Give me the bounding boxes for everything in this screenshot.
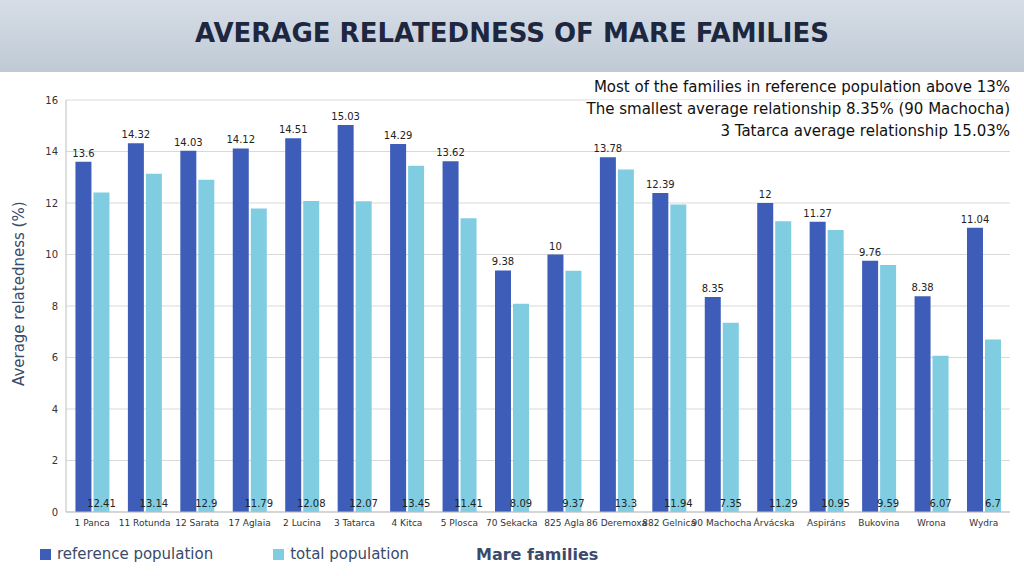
svg-text:6.07: 6.07	[929, 498, 951, 509]
svg-text:4: 4	[52, 404, 58, 415]
svg-text:8.38: 8.38	[911, 282, 933, 293]
svg-text:2 Lucina: 2 Lucina	[283, 518, 321, 528]
svg-text:10: 10	[45, 249, 58, 260]
svg-text:14.12: 14.12	[226, 134, 255, 145]
svg-text:11.94: 11.94	[664, 498, 693, 509]
svg-text:Wydra: Wydra	[969, 518, 998, 528]
svg-text:Árvácska: Árvácska	[754, 517, 795, 528]
svg-text:12.08: 12.08	[297, 498, 326, 509]
svg-text:16: 16	[45, 95, 58, 106]
svg-text:15.03: 15.03	[331, 111, 360, 122]
svg-text:86 Deremoxa: 86 Deremoxa	[586, 518, 647, 528]
html-text:The smallest average relations: The smallest average relationship 8.35% …	[586, 100, 1010, 118]
html-text:reference population: reference population	[57, 545, 214, 563]
svg-text:11.04: 11.04	[961, 214, 990, 225]
svg-text:10: 10	[549, 241, 562, 252]
svg-text:6: 6	[52, 352, 58, 363]
svg-text:Average relatedness (%): Average relatedness (%)	[10, 201, 28, 386]
svg-text:12: 12	[45, 198, 58, 209]
svg-text:825 Agla: 825 Agla	[544, 518, 584, 528]
html-text:AVERAGE RELATEDNESS OF MARE FA: AVERAGE RELATEDNESS OF MARE FAMILIES	[195, 18, 829, 48]
svg-text:14: 14	[45, 146, 58, 157]
svg-text:11.79: 11.79	[244, 498, 273, 509]
svg-text:14.51: 14.51	[279, 124, 308, 135]
svg-text:Aspiráns: Aspiráns	[807, 518, 846, 528]
svg-text:14.29: 14.29	[384, 130, 413, 141]
html-text:Most of the families in refere: Most of the families in reference popula…	[593, 78, 1010, 96]
svg-text:3 Tatarca: 3 Tatarca	[334, 518, 375, 528]
svg-text:12.9: 12.9	[195, 498, 217, 509]
svg-text:5 Ploscа: 5 Ploscа	[441, 518, 478, 528]
svg-text:14.32: 14.32	[122, 129, 151, 140]
svg-text:0: 0	[52, 507, 58, 518]
svg-text:2: 2	[52, 455, 58, 466]
svg-text:13.6: 13.6	[72, 148, 94, 159]
html-text:3 Tatarca average relationship: 3 Tatarca average relationship 15.03%	[720, 122, 1010, 140]
svg-text:6.7: 6.7	[985, 498, 1001, 509]
svg-text:9.38: 9.38	[492, 256, 514, 267]
svg-text:10.95: 10.95	[821, 498, 850, 509]
svg-text:12.41: 12.41	[87, 498, 116, 509]
svg-text:9.76: 9.76	[859, 247, 881, 258]
svg-text:70 Sekacka: 70 Sekacka	[486, 518, 538, 528]
svg-text:12.39: 12.39	[646, 179, 675, 190]
svg-text:11.27: 11.27	[803, 208, 832, 219]
svg-text:4 Kitca: 4 Kitca	[391, 518, 422, 528]
svg-text:14.03: 14.03	[174, 137, 203, 148]
svg-text:12 Sarata: 12 Sarata	[175, 518, 219, 528]
html-text:Mare families: Mare families	[476, 545, 599, 564]
svg-text:13.3: 13.3	[615, 498, 637, 509]
svg-text:Bukovina: Bukovina	[858, 518, 899, 528]
svg-text:8.09: 8.09	[510, 498, 532, 509]
svg-text:11.41: 11.41	[454, 498, 483, 509]
svg-text:9.59: 9.59	[877, 498, 899, 509]
svg-text:11.29: 11.29	[769, 498, 798, 509]
svg-text:13.45: 13.45	[402, 498, 431, 509]
svg-text:12.07: 12.07	[349, 498, 378, 509]
svg-text:Wrona: Wrona	[917, 518, 946, 528]
svg-text:17 Aglaia: 17 Aglaia	[228, 518, 270, 528]
svg-text:11 Rotunda: 11 Rotunda	[119, 518, 171, 528]
svg-text:9.37: 9.37	[562, 498, 584, 509]
svg-text:8.35: 8.35	[702, 283, 724, 294]
svg-text:882 Gelnica: 882 Gelnica	[642, 518, 696, 528]
svg-text:90 Machocha: 90 Machocha	[692, 518, 752, 528]
svg-text:8: 8	[52, 301, 58, 312]
svg-text:1 Panca: 1 Panca	[75, 518, 110, 528]
svg-text:13.62: 13.62	[436, 147, 465, 158]
svg-text:13.78: 13.78	[594, 143, 623, 154]
html-text:total population: total population	[290, 545, 410, 563]
svg-text:7.35: 7.35	[720, 498, 742, 509]
svg-text:13.14: 13.14	[140, 498, 169, 509]
svg-text:12: 12	[759, 189, 772, 200]
